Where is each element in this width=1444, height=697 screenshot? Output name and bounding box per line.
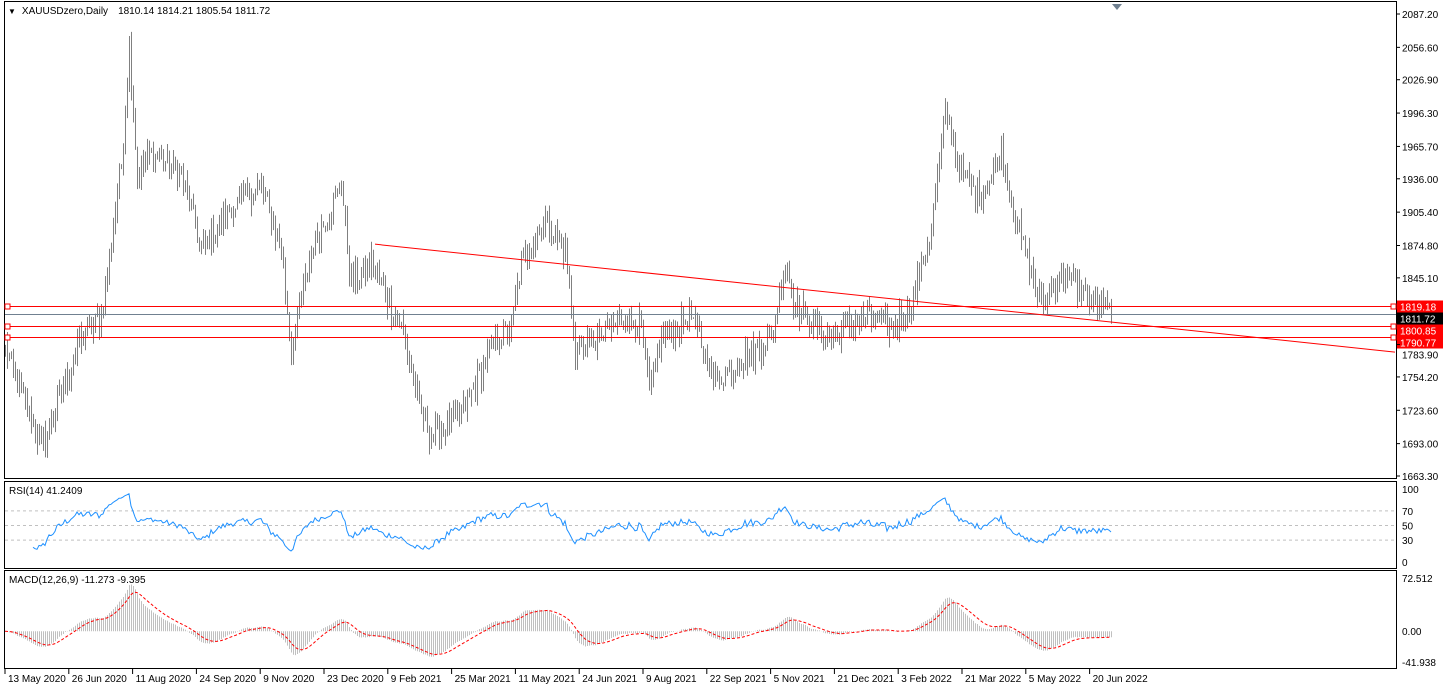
macd-tick-label: 72.512 — [1402, 574, 1433, 585]
price-label: 1819.18 — [1400, 303, 1437, 314]
price-label: 1800.85 — [1400, 327, 1437, 338]
price-tick-label: 1936.00 — [1402, 175, 1439, 186]
chart-header: ▼ XAUUSDzero,Daily 1810.14 1814.21 1805.… — [8, 6, 270, 17]
time-tick-label: 11 May 2021 — [518, 674, 576, 685]
rsi-line — [32, 492, 1112, 552]
rsi-panel — [4, 481, 1397, 569]
price-tick-label: 1905.40 — [1402, 208, 1439, 219]
macd-tick-label: 0.00 — [1402, 627, 1422, 638]
macd-title: MACD(12,26,9) -11.273 -9.395 — [9, 575, 146, 586]
time-tick-label: 13 May 2020 — [8, 674, 66, 685]
symbol-label: XAUUSDzero,Daily — [21, 6, 109, 17]
price-tick-label: 1845.10 — [1402, 274, 1439, 285]
time-tick-label: 26 Jun 2020 — [72, 674, 127, 685]
price-tick-label: 1723.60 — [1402, 406, 1439, 417]
rsi-tick-label: 30 — [1402, 536, 1414, 547]
price-label: 1790.77 — [1400, 339, 1437, 350]
price-tick-label: 1783.90 — [1402, 351, 1439, 362]
chart-shift-marker-icon[interactable] — [1112, 4, 1122, 10]
line-anchor-handle — [4, 323, 11, 330]
trendline — [374, 243, 1396, 353]
rsi-title: RSI(14) 41.2409 — [9, 486, 83, 497]
line-anchor-handle — [1390, 303, 1397, 310]
collapse-triangle-icon[interactable]: ▼ — [8, 7, 16, 16]
time-tick-label: 5 Nov 2021 — [774, 674, 826, 685]
time-tick-label: 23 Dec 2020 — [327, 674, 384, 685]
time-tick-label: 20 Jun 2022 — [1093, 674, 1148, 685]
price-axis: 2087.20 2056.60 2026.90 1996.30 1965.70 1936.… — [1396, 10, 1439, 483]
price-label-box — [1397, 300, 1443, 313]
price-label-box — [1397, 324, 1443, 337]
time-tick-label: 21 Dec 2021 — [837, 674, 894, 685]
time-axis: 13 May 2020 26 Jun 2020 11 Aug 2020 24 Sep … — [4, 669, 1148, 685]
price-label: 1811.72 — [1400, 315, 1436, 326]
price-tick-label: 1693.00 — [1402, 440, 1439, 451]
price-tick-label: 1663.30 — [1402, 472, 1439, 483]
rsi-indicator: 100 70 50 30 0 — [5, 485, 1419, 569]
macd-indicator: 72.512 0.00 -41.938 — [4, 574, 1436, 669]
macd-signal-line — [4, 591, 1112, 655]
line-anchor-handle — [1390, 323, 1397, 330]
rsi-tick-label: 0 — [1402, 558, 1408, 569]
main-panel — [4, 1, 1397, 479]
line-anchor-handle — [4, 334, 11, 341]
ohlc-readout: 1810.14 1814.21 1805.54 1811.72 — [118, 6, 271, 17]
time-tick-label: 24 Jun 2021 — [582, 674, 637, 685]
price-bars — [5, 31, 1112, 458]
price-tick-label: 2026.90 — [1402, 76, 1439, 87]
price-tick-label: 2056.60 — [1402, 43, 1439, 54]
time-tick-label: 21 Mar 2022 — [965, 674, 1022, 685]
macd-tick-label: -41.938 — [1402, 658, 1436, 669]
time-tick-label: 22 Sep 2021 — [710, 674, 767, 685]
price-label-box — [1397, 336, 1443, 349]
line-anchor-handle — [4, 303, 11, 310]
time-tick-label: 11 Aug 2020 — [136, 674, 192, 685]
price-tick-label: 1874.80 — [1402, 241, 1439, 252]
time-tick-label: 9 Aug 2021 — [646, 674, 697, 685]
rsi-tick-label: 70 — [1402, 507, 1414, 518]
macd-panel — [4, 570, 1397, 669]
line-anchor-handle — [1390, 334, 1397, 341]
rsi-tick-label: 50 — [1402, 522, 1414, 533]
price-tick-label: 1996.30 — [1402, 109, 1439, 120]
price-tick-label: 1965.70 — [1402, 142, 1439, 153]
price-label-box — [1397, 312, 1443, 325]
time-tick-label: 9 Feb 2021 — [391, 674, 442, 685]
rsi-tick-label: 100 — [1402, 485, 1419, 496]
price-tick-label: 1754.20 — [1402, 373, 1439, 384]
time-tick-label: 25 Mar 2021 — [455, 674, 512, 685]
time-tick-label: 9 Nov 2020 — [263, 674, 315, 685]
time-tick-label: 24 Sep 2020 — [199, 674, 256, 685]
price-tick-label: 2087.20 — [1402, 10, 1439, 21]
time-tick-label: 5 May 2022 — [1029, 674, 1082, 685]
time-tick-label: 3 Feb 2022 — [901, 674, 952, 685]
